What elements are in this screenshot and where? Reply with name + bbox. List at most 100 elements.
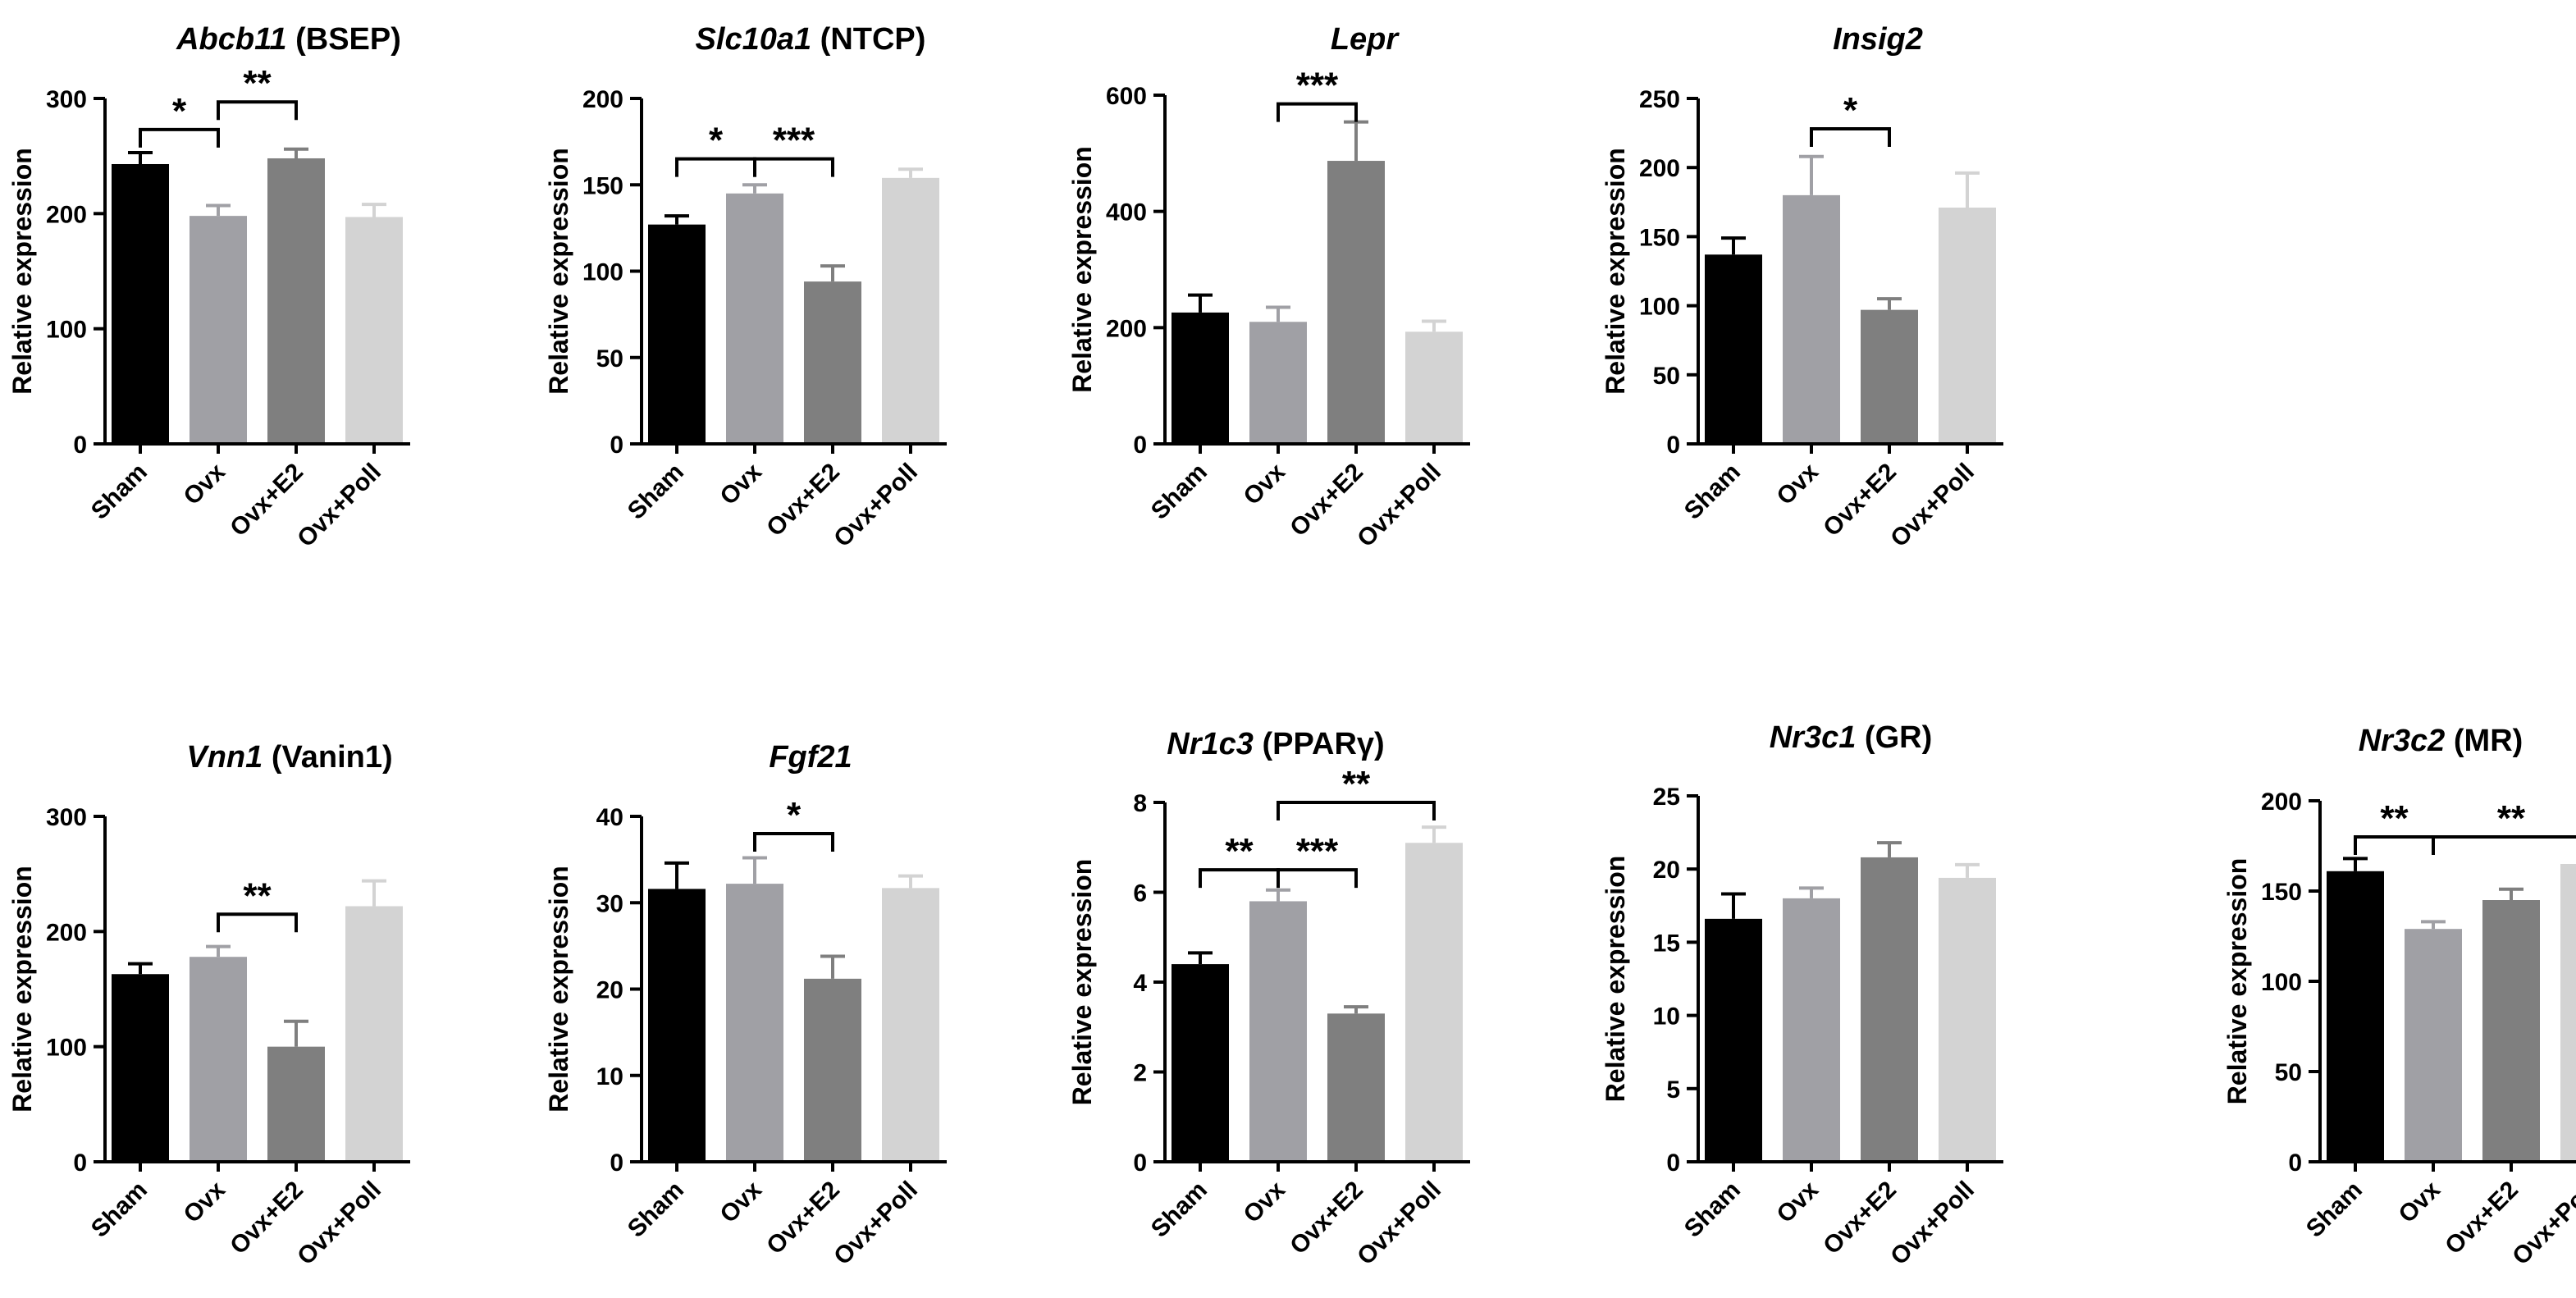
y-tick-label: 30 [596, 890, 623, 917]
x-tick-label: Ovx [1239, 1176, 1291, 1228]
y-tick-label: 0 [610, 432, 623, 459]
y-tick-label: 4 [1133, 970, 1147, 997]
chart-panel-4: Insig2 Relative expression 0 50 100 150 200 250… [1601, 22, 2003, 552]
y-tick-label: 600 [1106, 83, 1147, 110]
chart-panel-3: Lepr Relative expression 0 200 400 600 Sham Ovx… [1067, 22, 1470, 552]
x-tick-label: Ovx+Poll [292, 1177, 386, 1271]
chart-title: Vnn1 (Vanin1) [186, 740, 392, 775]
significance-label: ** [243, 63, 272, 103]
bar-sham [1705, 918, 1762, 1162]
bar-ovx-poll [1405, 843, 1463, 1162]
chart-title-suffix: (GR) [1856, 720, 1932, 755]
bar-ovx-poll [1939, 208, 1996, 444]
y-axis-label: Relative expression [544, 148, 573, 395]
chart-panel-5: Vnn1 (Vanin1) Relative expression 0 100 200 3… [7, 740, 410, 1270]
chart-title: Insig2 [1833, 22, 1923, 57]
y-tick-label: 0 [610, 1149, 623, 1177]
y-tick-label: 300 [46, 804, 87, 831]
bar-ovx-e2 [1861, 309, 1918, 444]
significance-label: ** [1225, 831, 1254, 871]
y-tick-label: 0 [73, 1149, 87, 1177]
x-tick-label: Sham [623, 1177, 689, 1243]
y-tick-label: 40 [596, 804, 623, 831]
bar-ovx-poll [345, 906, 403, 1162]
y-axis-label: Relative expression [1067, 859, 1097, 1106]
bar-ovx [726, 884, 783, 1162]
y-tick-label: 100 [2261, 969, 2302, 996]
bar-ovx [190, 957, 247, 1162]
chart-title-suffix: (BSEP) [287, 22, 401, 57]
significance-bracket [2354, 835, 2435, 855]
y-tick-label: 0 [2288, 1149, 2302, 1177]
bar-sham [648, 224, 706, 444]
y-tick-label: 0 [1666, 432, 1680, 459]
chart-title-suffix: (Vanin1) [263, 740, 392, 775]
chart-panel-9: Nr3c2 (MR) Relative expression 0 50 100 150 20… [2222, 724, 2576, 1270]
chart-title: Nr1c3 (PPARγ) [1167, 727, 1384, 761]
chart-title-gene: Nr1c3 [1167, 727, 1254, 761]
chart-title-suffix: (NTCP) [811, 22, 925, 57]
x-tick-label: Ovx [715, 458, 768, 510]
chart-panel-7: Nr1c3 (PPARγ) Relative expression 0 2 4 6 8 Sha… [1067, 727, 1470, 1270]
significance-bracket [2432, 835, 2576, 855]
significance-label: *** [773, 121, 815, 161]
bar-sham [2327, 871, 2384, 1162]
y-tick-label: 10 [596, 1063, 623, 1090]
x-tick-label: Ovx [1772, 458, 1825, 510]
x-tick-label: Sham [1146, 459, 1213, 525]
significance-label: * [1843, 90, 1858, 130]
y-tick-label: 200 [1639, 155, 1680, 182]
significance-bracket [1277, 102, 1358, 122]
y-tick-label: 200 [1106, 315, 1147, 342]
y-axis-label: Relative expression [7, 866, 37, 1113]
x-tick-label: Sham [86, 1177, 153, 1243]
significance-label: ** [2380, 798, 2409, 839]
bar-ovx [1783, 898, 1840, 1162]
y-tick-label: 0 [1133, 1149, 1147, 1177]
chart-title-gene: Nr3c2 [2359, 724, 2446, 758]
y-tick-label: 100 [46, 1035, 87, 1062]
x-tick-label: Ovx+Poll [1885, 1177, 1980, 1271]
significance-label: * [787, 795, 802, 835]
x-tick-label: Ovx+Poll [829, 459, 923, 553]
chart-title-gene: Lepr [1331, 22, 1400, 57]
chart-title-gene: Vnn1 [186, 740, 263, 775]
y-axis-label: Relative expression [544, 866, 573, 1113]
y-tick-label: 100 [46, 317, 87, 344]
bar-ovx-poll [2560, 864, 2576, 1162]
y-tick-label: 50 [596, 345, 623, 372]
chart-title-gene: Nr3c1 [1770, 720, 1857, 755]
x-tick-label: Ovx [2394, 1176, 2446, 1228]
y-tick-label: 300 [46, 86, 87, 113]
bar-ovx-poll [882, 888, 939, 1162]
y-tick-label: 20 [1653, 857, 1680, 884]
y-tick-label: 200 [46, 919, 87, 946]
bar-ovx-e2 [804, 281, 861, 444]
chart-title: Abcb11 (BSEP) [176, 22, 401, 57]
significance-bracket [217, 100, 298, 121]
chart-panel-2: Slc10a1 (NTCP) Relative expression 0 50 100 1… [544, 22, 947, 552]
bar-ovx [726, 193, 783, 444]
y-tick-label: 150 [582, 172, 623, 199]
x-tick-label: Sham [1146, 1177, 1213, 1243]
significance-label: ** [2497, 798, 2526, 839]
bar-ovx [190, 216, 247, 444]
x-tick-label: Ovx [1239, 458, 1291, 510]
significance-label: * [172, 91, 187, 131]
y-tick-label: 250 [1639, 86, 1680, 113]
bar-sham [648, 889, 706, 1162]
chart-panel-8: Nr3c1 (GR) Relative expression 0 5 10 15 20 25 S… [1601, 720, 2003, 1270]
chart-title-suffix: (PPARγ) [1254, 727, 1385, 761]
bar-ovx [2405, 929, 2462, 1162]
y-axis-label: Relative expression [1067, 146, 1097, 393]
y-axis-label: Relative expression [2222, 858, 2252, 1105]
x-tick-label: Ovx+Poll [1885, 459, 1980, 553]
significance-label: * [709, 121, 724, 161]
x-tick-label: Ovx+Poll [1352, 459, 1446, 553]
significance-label: *** [1296, 66, 1339, 106]
bar-ovx-poll [1405, 331, 1463, 444]
chart-title: Nr3c2 (MR) [2359, 724, 2523, 758]
significance-label: ** [1342, 764, 1371, 804]
bar-ovx-poll [345, 217, 403, 444]
